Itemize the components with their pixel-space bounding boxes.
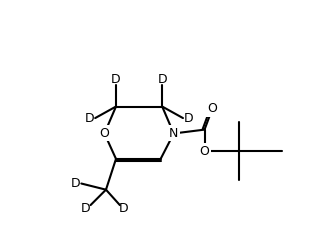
Text: D: D <box>85 112 95 124</box>
Text: O: O <box>207 102 217 115</box>
Text: D: D <box>80 202 90 215</box>
Text: O: O <box>200 145 209 158</box>
Text: O: O <box>99 127 110 140</box>
Text: D: D <box>119 202 128 215</box>
Text: D: D <box>111 73 121 86</box>
Text: D: D <box>157 73 167 86</box>
Text: N: N <box>169 127 178 140</box>
Text: D: D <box>183 112 193 124</box>
Text: D: D <box>71 177 81 190</box>
